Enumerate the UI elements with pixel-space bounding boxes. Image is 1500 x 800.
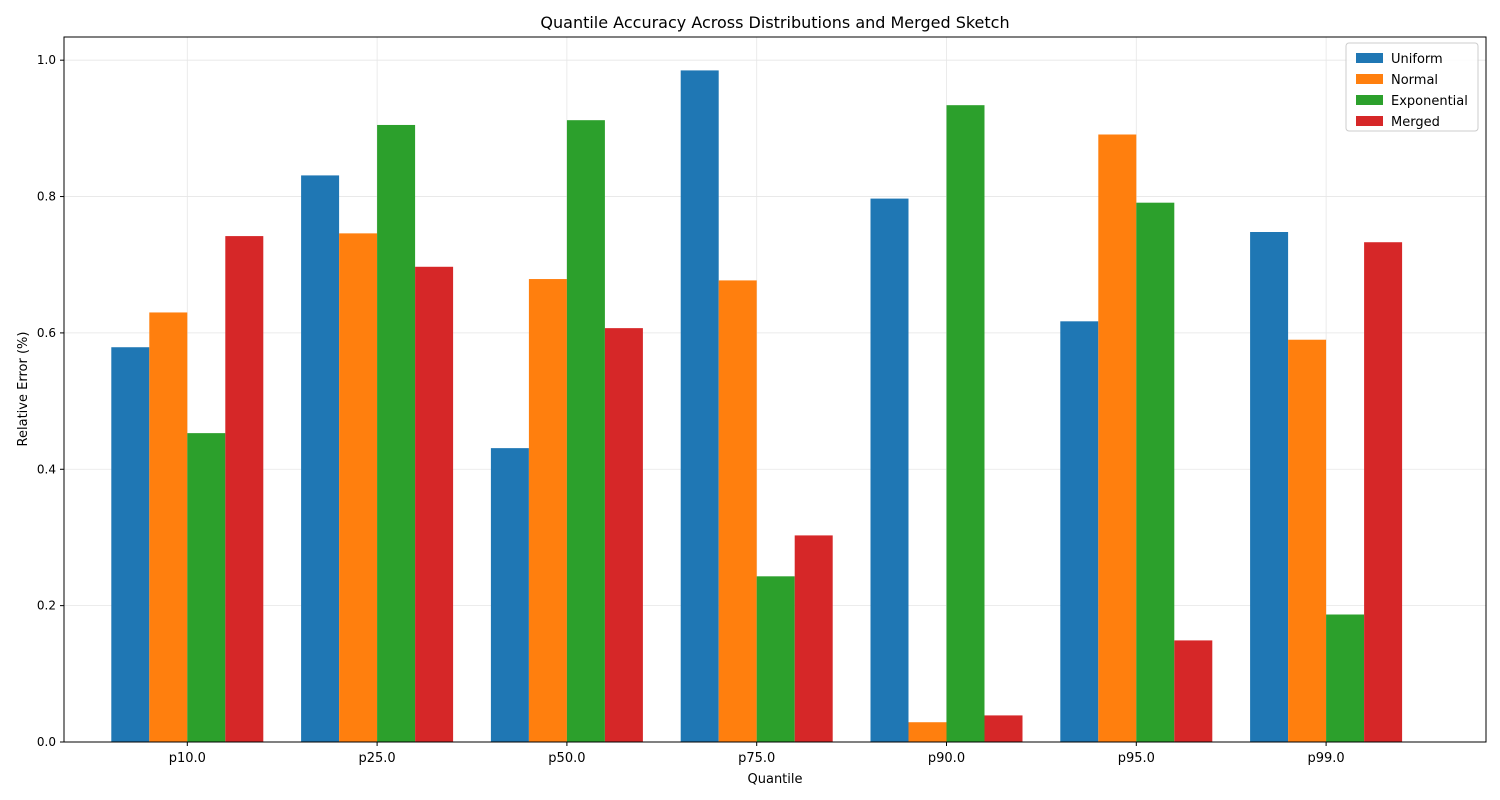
bar-uniform-p95.0 xyxy=(1060,321,1099,742)
bar-normal-p10.0 xyxy=(149,312,188,742)
y-tick-label: 1.0 xyxy=(37,53,56,67)
bar-exponential-p75.0 xyxy=(756,576,795,742)
bar-uniform-p10.0 xyxy=(111,347,150,742)
bar-merged-p75.0 xyxy=(794,535,833,742)
bar-merged-p10.0 xyxy=(225,236,264,742)
legend-label-exponential: Exponential xyxy=(1391,94,1468,109)
bar-exponential-p50.0 xyxy=(566,120,605,742)
x-tick-label: p90.0 xyxy=(928,751,965,766)
legend-box xyxy=(1345,42,1479,132)
bar-merged-p90.0 xyxy=(984,715,1023,742)
bar-normal-p95.0 xyxy=(1098,134,1137,742)
bar-uniform-p99.0 xyxy=(1250,232,1289,742)
y-tick-label: 0.6 xyxy=(37,326,56,340)
bar-normal-p99.0 xyxy=(1288,339,1327,742)
legend-swatch-uniform xyxy=(1356,53,1383,63)
bar-exponential-p10.0 xyxy=(187,433,226,742)
ticks-layer: 0.0 0.2 0.4 0.6 0.8 1.0 p10.0 p25.0 p50.0 p75.0 p9… xyxy=(37,53,1345,766)
bar-uniform-p50.0 xyxy=(490,448,529,742)
x-tick-label: p95.0 xyxy=(1118,751,1155,766)
bar-uniform-p90.0 xyxy=(870,198,909,742)
bar-exponential-p25.0 xyxy=(377,124,416,743)
bar-exponential-p99.0 xyxy=(1326,614,1365,742)
x-tick-label: p10.0 xyxy=(169,751,206,766)
bar-normal-p50.0 xyxy=(528,279,567,742)
plot-frame xyxy=(63,36,1487,743)
x-tick-label: p25.0 xyxy=(358,751,395,766)
bar-exponential-p90.0 xyxy=(946,105,985,742)
bar-uniform-p25.0 xyxy=(301,175,340,743)
bar-normal-p90.0 xyxy=(908,722,947,742)
bar-merged-p25.0 xyxy=(415,266,454,742)
x-tick-label: p50.0 xyxy=(548,751,585,766)
bar-uniform-p75.0 xyxy=(680,70,719,743)
chart-title: Quantile Accuracy Across Distributions a… xyxy=(540,13,1009,32)
bar-normal-p75.0 xyxy=(718,280,757,742)
bars-layer xyxy=(111,70,1403,743)
x-axis-label: Quantile xyxy=(748,772,803,787)
x-tick-label: p75.0 xyxy=(738,751,775,766)
legend-swatch-exponential xyxy=(1356,95,1383,105)
bar-merged-p95.0 xyxy=(1174,640,1213,742)
bar-merged-p50.0 xyxy=(604,328,643,742)
y-tick-label: 0.2 xyxy=(37,599,56,613)
bar-merged-p99.0 xyxy=(1364,242,1403,742)
bar-normal-p25.0 xyxy=(339,233,378,742)
legend-label-uniform: Uniform xyxy=(1391,52,1443,67)
y-axis-label: Relative Error (%) xyxy=(16,332,31,447)
bar-exponential-p95.0 xyxy=(1136,202,1175,742)
legend-swatch-merged xyxy=(1356,116,1383,126)
legend-swatch-normal xyxy=(1356,74,1383,84)
legend: Uniform Normal Exponential Merged xyxy=(1345,42,1479,132)
x-tick-label: p99.0 xyxy=(1307,751,1344,766)
y-tick-label: 0.8 xyxy=(37,190,56,204)
legend-label-normal: Normal xyxy=(1391,73,1438,88)
y-tick-label: 0.0 xyxy=(37,735,56,749)
legend-label-merged: Merged xyxy=(1391,115,1440,130)
y-tick-label: 0.4 xyxy=(37,462,56,476)
